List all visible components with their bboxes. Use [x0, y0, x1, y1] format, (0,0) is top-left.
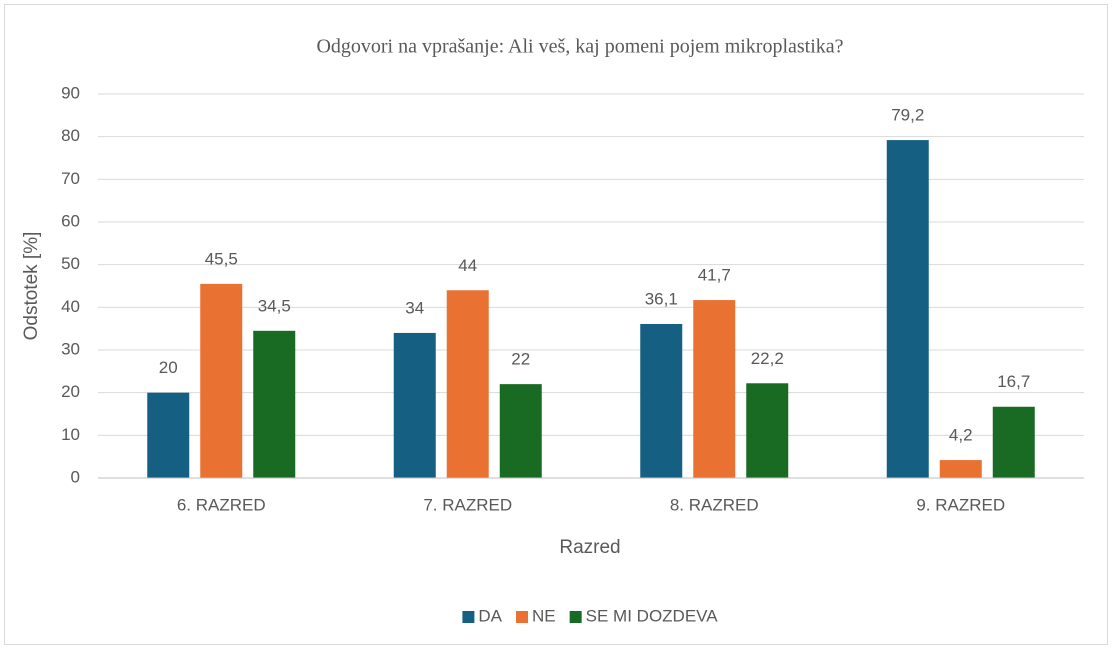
legend-swatch [462, 611, 475, 623]
data-label: 36,1 [645, 289, 678, 308]
data-label: 22,2 [751, 349, 784, 368]
bar [939, 460, 982, 478]
y-tick-label: 60 [61, 211, 80, 230]
legend-swatch [516, 611, 529, 623]
bar [746, 383, 789, 478]
bar [693, 300, 736, 478]
y-tick-label: 50 [61, 254, 80, 273]
chart-border [4, 4, 1108, 645]
legend-label: SE MI DOZDEVA [586, 606, 719, 625]
y-tick-label: 70 [61, 169, 80, 188]
data-label: 34,5 [258, 296, 291, 315]
x-tick-label: 8. RAZRED [670, 495, 759, 514]
data-label: 34 [405, 298, 424, 317]
data-label: 4,2 [949, 426, 973, 445]
data-label: 22 [511, 350, 530, 369]
chart-title: Odgovori na vprašanje: Ali veš, kaj pome… [316, 36, 843, 58]
y-tick-label: 10 [61, 425, 80, 444]
bar [640, 323, 683, 478]
x-axis-label: Razred [559, 537, 620, 558]
data-label: 41,7 [698, 266, 731, 285]
data-label: 79,2 [891, 106, 924, 125]
x-tick-label: 7. RAZRED [423, 495, 512, 514]
legend-swatch [569, 611, 582, 623]
y-tick-label: 90 [61, 83, 80, 102]
legend-label: DA [478, 606, 502, 625]
bar [253, 330, 296, 478]
y-tick-label: 80 [61, 126, 80, 145]
data-label: 16,7 [997, 372, 1030, 391]
y-tick-label: 40 [61, 297, 80, 316]
bar [446, 290, 489, 478]
bar [886, 140, 929, 478]
y-tick-label: 30 [61, 339, 80, 358]
y-tick-label: 0 [71, 467, 80, 486]
y-tick-label: 20 [61, 382, 80, 401]
data-label: 44 [458, 256, 477, 275]
bar [200, 283, 243, 478]
bar [147, 392, 190, 478]
legend-label: NE [532, 606, 556, 625]
data-label: 20 [159, 358, 178, 377]
bar [393, 332, 436, 478]
x-tick-label: 9. RAZRED [916, 495, 1005, 514]
bar [992, 406, 1035, 478]
x-tick-label: 6. RAZRED [177, 495, 266, 514]
bar [499, 384, 542, 478]
data-label: 45,5 [205, 249, 238, 268]
y-axis-label: Odstotek [%] [21, 232, 42, 341]
